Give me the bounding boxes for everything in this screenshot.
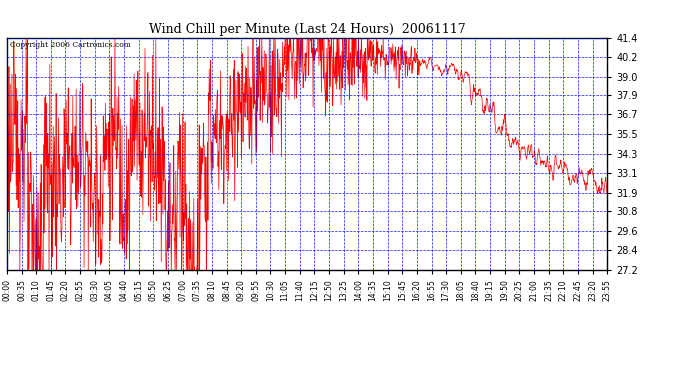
Title: Wind Chill per Minute (Last 24 Hours)  20061117: Wind Chill per Minute (Last 24 Hours) 20…: [149, 23, 465, 36]
Text: Copyright 2006 Cartronics.com: Copyright 2006 Cartronics.com: [10, 41, 131, 49]
